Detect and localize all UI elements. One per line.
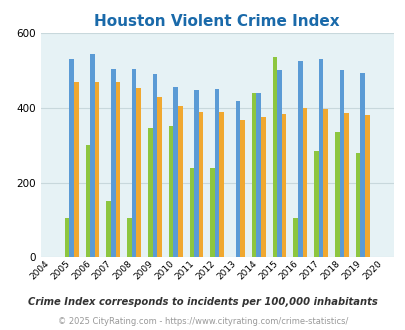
Bar — [323, 109, 327, 257]
Bar — [90, 53, 95, 257]
Bar — [69, 59, 74, 257]
Bar — [281, 114, 286, 257]
Bar — [148, 128, 152, 257]
Bar — [127, 218, 132, 257]
Bar — [136, 88, 141, 257]
Title: Houston Violent Crime Index: Houston Violent Crime Index — [94, 14, 339, 29]
Bar — [194, 90, 198, 257]
Bar — [152, 74, 157, 257]
Bar — [235, 101, 240, 257]
Bar — [168, 126, 173, 257]
Bar — [240, 120, 244, 257]
Bar — [302, 108, 307, 257]
Bar — [111, 69, 115, 257]
Bar — [297, 61, 302, 257]
Bar — [85, 145, 90, 257]
Bar — [293, 218, 297, 257]
Bar — [214, 89, 219, 257]
Bar — [106, 201, 111, 257]
Bar — [189, 168, 194, 257]
Bar — [132, 69, 136, 257]
Text: Crime Index corresponds to incidents per 100,000 inhabitants: Crime Index corresponds to incidents per… — [28, 297, 377, 307]
Bar — [74, 82, 79, 257]
Bar — [177, 106, 182, 257]
Bar — [210, 168, 214, 257]
Bar — [260, 117, 265, 257]
Bar — [355, 153, 360, 257]
Bar — [198, 112, 203, 257]
Bar — [334, 132, 339, 257]
Bar — [251, 93, 256, 257]
Bar — [157, 97, 161, 257]
Bar — [313, 151, 318, 257]
Bar — [318, 59, 323, 257]
Bar — [173, 87, 177, 257]
Bar — [95, 82, 99, 257]
Bar — [65, 218, 69, 257]
Bar — [272, 57, 277, 257]
Bar — [115, 82, 120, 257]
Bar — [277, 70, 281, 257]
Bar — [256, 93, 260, 257]
Bar — [219, 112, 224, 257]
Bar — [343, 114, 348, 257]
Bar — [360, 73, 364, 257]
Text: © 2025 CityRating.com - https://www.cityrating.com/crime-statistics/: © 2025 CityRating.com - https://www.city… — [58, 317, 347, 326]
Bar — [339, 70, 343, 257]
Bar — [364, 115, 369, 257]
